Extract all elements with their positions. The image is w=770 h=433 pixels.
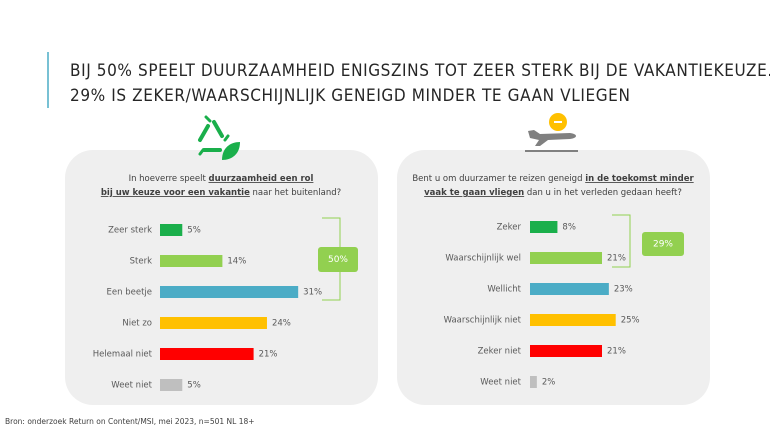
value-label: 8% — [562, 223, 576, 233]
title-line: BIJ 50% SPEELT DUURZAAMHEID ENIGSZINS TO… — [70, 61, 770, 81]
question-segment: bij uw keuze voor een vakantie — [101, 188, 250, 198]
value-label: 24% — [272, 319, 291, 329]
question-segment: In hoeverre speelt — [129, 174, 209, 184]
category-label: Waarschijnlijk niet — [444, 316, 522, 326]
value-label: 5% — [187, 226, 201, 236]
category-label: Helemaal niet — [93, 350, 153, 360]
bar — [160, 255, 223, 267]
annotation: 50% — [328, 255, 348, 265]
category-label: Een beetje — [107, 288, 152, 298]
value-label: 31% — [303, 288, 322, 298]
recycle-icon — [198, 115, 240, 160]
value-label: 14% — [227, 257, 246, 267]
annotation-box — [642, 232, 684, 256]
bar — [160, 317, 267, 329]
value-label: 21% — [607, 254, 626, 264]
bar — [160, 286, 299, 298]
bar — [160, 224, 183, 236]
category-label: Weet niet — [480, 378, 521, 388]
question-segment: vaak te gaan vliegen — [424, 188, 524, 198]
question-segment: naar het buitenland? — [250, 188, 341, 198]
category-label: Weet niet — [111, 381, 152, 391]
panel — [65, 150, 378, 405]
question: vaak te gaan vliegen dan u in het verled… — [424, 188, 682, 198]
category-label: Zeer sterk — [108, 226, 152, 236]
bar — [160, 348, 254, 360]
bracket — [612, 214, 631, 268]
value-label: 2% — [542, 378, 556, 388]
category-label: Zeker niet — [478, 347, 522, 357]
bar — [530, 252, 602, 264]
plane-icon — [525, 113, 578, 152]
question: In hoeverre speelt duurzaamheid een rol — [129, 174, 314, 184]
question-segment: Bent u om duurzamer te reizen geneigd — [412, 174, 585, 184]
value-label: 25% — [621, 316, 640, 326]
value-label: 23% — [614, 285, 633, 295]
question-segment: duurzaamheid een rol — [209, 174, 314, 184]
title-line: 29% IS ZEKER/WAARSCHIJNLIJK GENEIGD MIND… — [70, 86, 630, 106]
bar — [530, 376, 537, 388]
bar — [530, 314, 616, 326]
category-label: Waarschijnlijk wel — [445, 254, 521, 264]
value-label: 21% — [607, 347, 626, 357]
bar — [530, 283, 609, 295]
question: Bent u om duurzamer te reizen geneigd in… — [412, 174, 694, 184]
source: Bron: onderzoek Return on Content/MSI, m… — [5, 417, 255, 426]
bar — [530, 345, 602, 357]
panel — [397, 150, 710, 405]
category-label: Niet zo — [122, 319, 152, 329]
bar — [530, 221, 558, 233]
bar — [160, 379, 183, 391]
annotation: 29% — [653, 240, 673, 250]
value-label: 5% — [187, 381, 201, 391]
question-segment: in de toekomst minder — [585, 174, 694, 184]
question-segment: dan u in het verleden gedaan heeft? — [524, 188, 682, 198]
annotation-box — [318, 247, 358, 272]
category-label: Sterk — [130, 257, 152, 267]
category-label: Zeker — [497, 223, 522, 233]
question: bij uw keuze voor een vakantie naar het … — [101, 188, 341, 198]
category-label: Wellicht — [487, 285, 521, 295]
value-label: 21% — [259, 350, 278, 360]
